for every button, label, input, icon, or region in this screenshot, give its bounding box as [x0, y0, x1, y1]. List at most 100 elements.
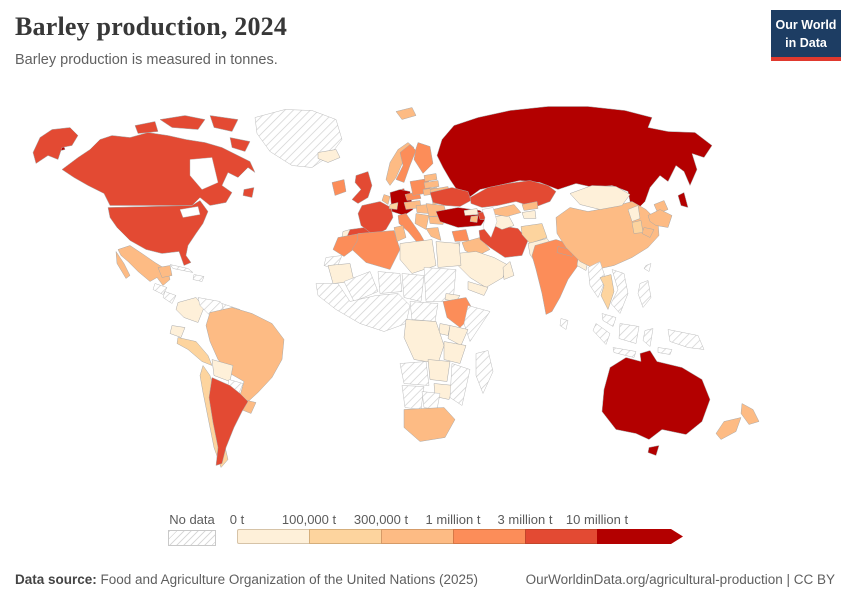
country-sweden[interactable] [395, 144, 417, 183]
country-latvia[interactable] [423, 180, 440, 189]
country-indonesia[interactable] [618, 323, 640, 344]
country-new-zealand[interactable] [715, 417, 742, 440]
country-guatemala[interactable] [152, 283, 168, 295]
country-mali[interactable] [343, 271, 379, 302]
country-south-africa[interactable] [403, 407, 456, 442]
country-algeria[interactable] [351, 230, 401, 270]
country-morocco[interactable] [332, 233, 361, 257]
country-haiti[interactable] [192, 274, 205, 282]
country-armenia[interactable] [469, 215, 479, 223]
country-japan[interactable] [653, 200, 669, 214]
country-papua-new-guinea[interactable] [667, 329, 705, 350]
legend-bin-3[interactable] [453, 529, 525, 544]
country-kenya[interactable] [447, 325, 469, 346]
country-mexico[interactable] [115, 251, 131, 279]
country-united-kingdom[interactable] [351, 171, 373, 204]
country-syria[interactable] [451, 229, 470, 242]
country-south-korea[interactable] [631, 220, 644, 234]
country-canada[interactable] [242, 187, 255, 198]
country-japan[interactable] [647, 209, 673, 228]
country-central-african-republic[interactable] [409, 301, 439, 322]
country-oman[interactable] [502, 261, 515, 280]
country-peru[interactable] [176, 337, 213, 366]
country-indonesia[interactable] [612, 347, 637, 358]
country-cuba[interactable] [169, 264, 194, 273]
legend-bin-0[interactable] [237, 529, 309, 544]
country-colombia[interactable] [175, 297, 205, 323]
legend-bin-1[interactable] [309, 529, 381, 544]
country-new-zealand[interactable] [740, 403, 760, 425]
country-canada[interactable] [209, 115, 239, 132]
legend-no-data-swatch[interactable] [168, 530, 216, 546]
country-zambia[interactable] [427, 359, 451, 382]
country-russia[interactable] [677, 192, 689, 208]
country-indonesia[interactable] [592, 323, 611, 345]
country-taiwan[interactable] [643, 263, 652, 272]
country-tunisia[interactable] [393, 225, 407, 242]
country-australia[interactable] [647, 445, 660, 456]
country-yemen[interactable] [467, 281, 489, 296]
country-uzbekistan[interactable] [492, 204, 522, 217]
country-canada[interactable] [61, 132, 256, 206]
country-canada[interactable] [159, 115, 206, 130]
country-sri-lanka[interactable] [559, 318, 569, 330]
country-angola[interactable] [399, 361, 430, 386]
country-indonesia[interactable] [657, 347, 673, 355]
country-canada[interactable] [134, 121, 159, 134]
country-namibia[interactable] [401, 385, 425, 410]
country-estonia[interactable] [423, 173, 438, 182]
legend-no-data[interactable]: No data [168, 512, 216, 546]
country-botswana[interactable] [421, 391, 441, 410]
country-ukraine[interactable] [429, 187, 472, 207]
legend-bin-5[interactable] [597, 529, 683, 544]
country-ireland[interactable] [331, 179, 347, 196]
country-vietnam[interactable] [610, 269, 629, 314]
world-map[interactable] [0, 95, 850, 500]
country-north-korea[interactable] [627, 205, 641, 222]
country-mozambique[interactable] [449, 363, 471, 406]
country-kazakhstan[interactable] [469, 180, 557, 208]
country-argentina[interactable] [208, 377, 249, 466]
country-thailand[interactable] [599, 274, 615, 310]
country-united-states[interactable] [32, 127, 79, 164]
country-mexico[interactable] [117, 245, 171, 286]
country-mexico[interactable] [157, 265, 173, 278]
country-switzerland[interactable] [388, 202, 399, 210]
country-iraq[interactable] [461, 237, 491, 257]
country-dr-congo[interactable] [403, 319, 445, 364]
country-brazil[interactable] [205, 307, 285, 404]
country-uganda[interactable] [438, 323, 451, 336]
country-somalia[interactable] [463, 305, 491, 342]
country-chad[interactable] [401, 273, 425, 302]
country-myanmar[interactable] [587, 261, 607, 298]
country-philippines[interactable] [637, 280, 652, 308]
country-australia[interactable] [601, 350, 711, 440]
country-france[interactable] [357, 201, 394, 236]
country-finland[interactable] [413, 142, 434, 174]
country-niger[interactable] [377, 271, 403, 294]
country-mongolia[interactable] [569, 185, 631, 210]
country-norway[interactable] [395, 107, 417, 120]
country-indonesia[interactable] [642, 328, 654, 347]
country-kyrgyzstan[interactable] [521, 201, 539, 211]
owid-logo[interactable]: Our World in Data [771, 10, 841, 61]
country-tajikistan[interactable] [521, 210, 537, 219]
country-canada[interactable] [229, 137, 251, 152]
country-greece[interactable] [425, 227, 442, 241]
country-tanzania[interactable] [443, 341, 467, 364]
country-hungary[interactable] [415, 204, 430, 214]
country-saudi-arabia[interactable] [455, 251, 508, 288]
country-netherlands[interactable] [381, 194, 391, 205]
country-serbia[interactable] [414, 213, 430, 230]
country-ecuador[interactable] [169, 325, 186, 338]
country-iceland[interactable] [317, 149, 341, 163]
owid-link[interactable]: OurWorldinData.org/agricultural-producti… [525, 572, 835, 587]
country-madagascar[interactable] [475, 350, 494, 394]
country-nicaragua[interactable] [162, 291, 177, 304]
country-georgia[interactable] [463, 208, 479, 216]
legend-bin-4[interactable] [525, 529, 597, 544]
country-malaysia[interactable] [601, 313, 617, 327]
country-japan[interactable] [641, 227, 655, 238]
legend-bin-2[interactable] [381, 529, 453, 544]
country-egypt[interactable] [435, 241, 462, 268]
